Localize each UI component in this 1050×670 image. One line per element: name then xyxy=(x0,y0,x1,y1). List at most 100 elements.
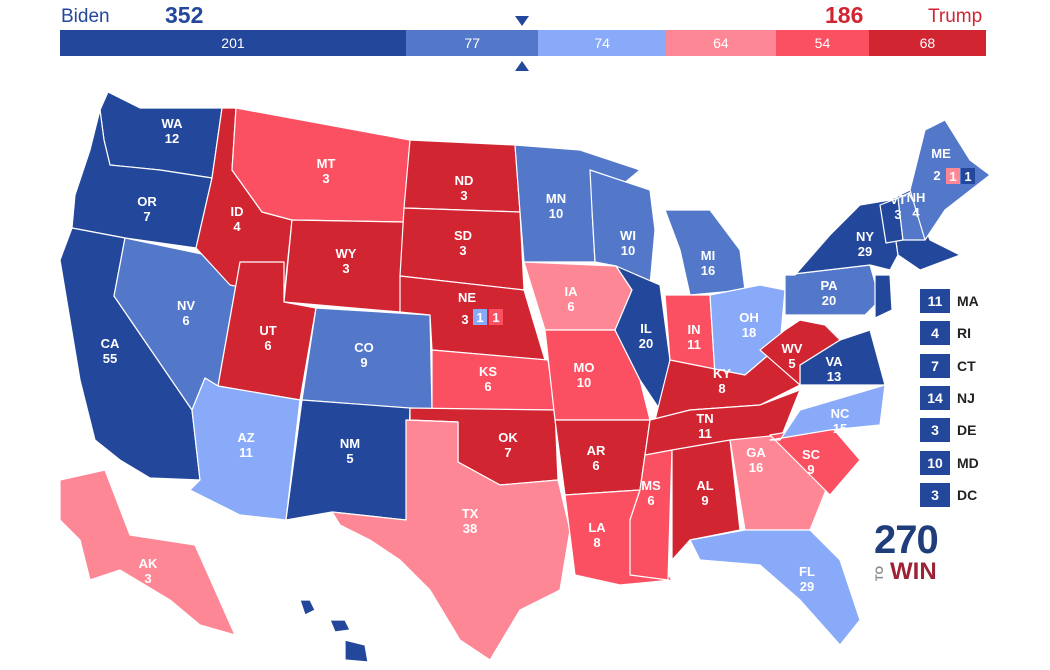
logo-to: TO xyxy=(874,565,886,581)
state-label-sd: SD 3 xyxy=(454,228,472,258)
state-label-or: OR 7 xyxy=(137,194,157,224)
bar-segment-likely-r: 54 xyxy=(775,30,869,56)
state-label-nd: ND 3 xyxy=(455,173,474,203)
small-state-votes: 3 xyxy=(920,418,950,443)
state-label-la: LA 8 xyxy=(588,520,606,550)
small-state-abbr: MA xyxy=(957,293,979,309)
district-votes-ne1: 1 xyxy=(476,310,483,325)
small-state-abbr: MD xyxy=(957,454,979,471)
state-label-ms: MS 6 xyxy=(641,478,661,508)
state-votes-me: 2 xyxy=(933,168,940,183)
state-label-ga: GA 16 xyxy=(746,445,766,475)
state-votes-ne: 3 xyxy=(461,312,468,327)
state-shape-mo[interactable] xyxy=(544,329,651,421)
state-label-nm: NM 5 xyxy=(340,436,360,466)
state-shape-ks[interactable] xyxy=(431,349,556,411)
state-label-il: IL 20 xyxy=(639,321,653,351)
district-box-ne1[interactable] xyxy=(473,309,487,325)
state-label-ny: NY 29 xyxy=(856,229,874,259)
bar-segment-likely-d: 77 xyxy=(405,30,539,56)
small-state-de[interactable]: 3 DE xyxy=(920,417,976,443)
state-shape-wa[interactable] xyxy=(99,91,223,179)
small-state-votes: 11 xyxy=(920,289,950,313)
state-label-tn: TN 11 xyxy=(696,411,713,441)
state-label-mi: MI 16 xyxy=(701,248,715,278)
state-label-oh: OH 18 xyxy=(739,310,759,340)
small-state-md[interactable]: 10 MD xyxy=(920,450,979,476)
small-state-nj[interactable]: 14 NJ xyxy=(920,385,975,411)
state-label-mt: MT 3 xyxy=(317,156,336,186)
state-label-hi: HI 4 xyxy=(316,630,329,660)
state-label-ca: CA 55 xyxy=(101,336,120,366)
state-shape-ak[interactable] xyxy=(59,469,236,636)
district-votes-me1: 1 xyxy=(949,169,956,184)
state-label-az: AZ 11 xyxy=(237,430,254,460)
state-label-ia: IA 6 xyxy=(565,284,579,314)
state-shape-ms[interactable] xyxy=(629,449,673,581)
state-label-ar: AR 6 xyxy=(587,443,606,473)
district-box-me1[interactable] xyxy=(946,168,960,184)
state-shape-az[interactable] xyxy=(189,377,301,521)
bar-segment-safe-d: 201 xyxy=(60,30,406,56)
state-shape-hi[interactable] xyxy=(299,599,369,663)
small-state-ct[interactable]: 7 CT xyxy=(920,353,976,379)
small-state-abbr: DE xyxy=(957,422,977,439)
state-label-wi: WI 10 xyxy=(620,228,636,258)
state-label-ks: KS 6 xyxy=(479,364,497,394)
district-votes-me2: 1 xyxy=(964,169,971,184)
state-label-nh: NH 4 xyxy=(907,190,926,220)
biden-name: Biden xyxy=(61,6,110,27)
state-label-in: IN 11 xyxy=(687,322,701,352)
state-label-ak: AK 3 xyxy=(139,556,158,586)
state-label-wy: WY 3 xyxy=(336,246,357,276)
state-shape-tx[interactable] xyxy=(331,419,571,661)
state-shape-il[interactable] xyxy=(614,265,671,411)
state-label-me: ME xyxy=(931,146,951,161)
electoral-vote-bar: 201 77 74 64 54 68 xyxy=(60,30,986,56)
state-label-tx: TX 38 xyxy=(462,506,479,536)
state-label-wv: WV 5 xyxy=(782,341,803,371)
state-label-va: VA 13 xyxy=(825,354,843,384)
state-label-vt: VT 3 xyxy=(890,192,907,222)
state-shape-nj[interactable] xyxy=(874,274,893,319)
bar-segment-safe-r: 68 xyxy=(868,30,986,56)
small-state-dc[interactable]: 3 DC xyxy=(920,482,977,508)
small-state-abbr: NJ xyxy=(957,389,975,406)
state-label-mn: MN 10 xyxy=(546,191,566,221)
small-state-votes: 4 xyxy=(920,321,950,346)
state-shape-ia[interactable] xyxy=(523,261,633,331)
small-state-abbr: CT xyxy=(957,357,976,374)
state-label-mo: MO 10 xyxy=(574,360,595,390)
logo-number: 270 xyxy=(874,518,939,562)
trump-name: Trump xyxy=(928,6,983,27)
state-label-wa: WA 12 xyxy=(162,116,184,146)
district-box-me2[interactable] xyxy=(961,168,975,184)
state-label-ok: OK 7 xyxy=(498,430,518,460)
small-state-votes: 14 xyxy=(920,385,950,410)
small-state-ri[interactable]: 4 RI xyxy=(920,320,971,346)
state-shape-fl[interactable] xyxy=(689,529,861,646)
state-shape-nc[interactable] xyxy=(769,384,886,441)
small-state-ma[interactable]: 11 MA xyxy=(920,288,979,314)
state-label-pa: PA 20 xyxy=(820,278,838,308)
bar-segment-lean-r: 64 xyxy=(665,30,776,56)
state-label-co: CO 9 xyxy=(354,340,374,370)
small-state-votes: 7 xyxy=(920,353,950,378)
state-shape-wv[interactable] xyxy=(759,319,841,386)
small-state-votes: 10 xyxy=(920,450,950,475)
state-label-ut: UT 6 xyxy=(259,323,276,353)
logo-win: WIN xyxy=(890,558,937,585)
small-state-votes: 3 xyxy=(920,482,950,507)
bar-segment-lean-d: 74 xyxy=(538,30,666,56)
state-label-sc: SC 9 xyxy=(802,447,821,477)
biden-electoral-votes: 352 xyxy=(165,2,204,28)
state-label-al: AL 9 xyxy=(696,478,713,508)
threshold-marker-top-icon xyxy=(515,16,529,26)
district-box-ne2[interactable] xyxy=(489,309,503,325)
state-label-ky: KY 8 xyxy=(713,366,731,396)
threshold-marker-bottom-icon xyxy=(515,61,529,71)
270towin-logo: 270 TO WIN xyxy=(872,518,942,585)
state-label-nc: NC 15 xyxy=(831,406,850,436)
state-label-nv: NV 6 xyxy=(177,298,195,328)
